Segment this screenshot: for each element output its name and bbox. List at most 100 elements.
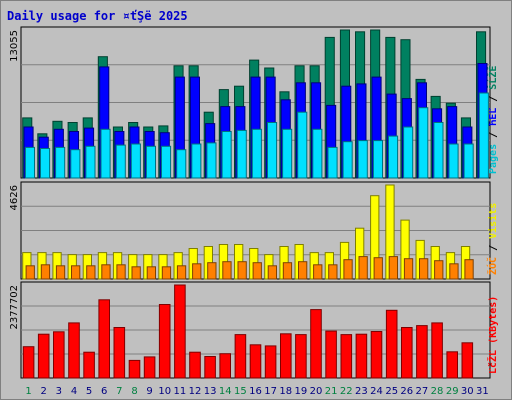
bar-pages-day-3: [55, 146, 66, 179]
bar-kbytes-day-5: [83, 351, 95, 379]
legend-entry-1: /: [488, 126, 499, 144]
bar-kbytes-day-4: [68, 322, 80, 379]
x-tick-label-23: 23: [355, 386, 368, 397]
bar-pages-day-25: [388, 135, 399, 179]
x-tick-label-24: 24: [370, 386, 383, 397]
bar-kbytes-day-25: [385, 309, 398, 379]
bar-kbytes-day-2: [37, 333, 50, 379]
x-tick-label-2: 2: [41, 386, 47, 397]
bar-pages-day-11: [176, 149, 187, 179]
bar-kbytes-day-16: [249, 344, 262, 379]
bar-sites-day-9: [146, 266, 156, 280]
bar-sites-day-29: [449, 263, 459, 280]
bar-sites-day-19: [298, 261, 308, 280]
bar-sites-day-30: [464, 259, 474, 280]
x-tick-label-3: 3: [56, 386, 62, 397]
bar-pages-day-23: [357, 140, 368, 179]
legend-entry-0: Pages: [488, 144, 499, 174]
x-tick-label-9: 9: [146, 386, 152, 397]
y-max-label: 4626: [9, 185, 20, 210]
bar-sites-day-15: [237, 261, 247, 280]
x-tick-label-30: 30: [461, 386, 474, 397]
bar-sites-day-21: [328, 264, 338, 280]
bar-kbytes-day-3: [53, 331, 65, 379]
legend-entry-2: ЋĚĽ: [486, 108, 499, 127]
bar-kbytes-day-23: [355, 333, 368, 379]
x-tick-label-8: 8: [131, 386, 137, 397]
bar-pages-day-20: [312, 128, 323, 179]
legend-entry-2: Visits: [487, 203, 499, 239]
bar-pages-day-17: [267, 122, 278, 179]
bar-sites-day-23: [358, 256, 368, 280]
bar-sites-day-13: [207, 262, 217, 280]
bar-kbytes-day-15: [234, 334, 247, 379]
bar-kbytes-day-10: [158, 304, 171, 379]
bar-pages-day-8: [130, 143, 141, 179]
bar-kbytes-day-26: [401, 327, 413, 379]
bar-pages-day-10: [161, 145, 172, 179]
x-tick-label-20: 20: [310, 386, 323, 397]
bar-kbytes-day-7: [113, 327, 126, 379]
bar-pages-day-22: [342, 141, 353, 179]
bar-pages-day-21: [327, 146, 338, 179]
bar-sites-day-27: [419, 258, 429, 280]
x-tick-label-18: 18: [279, 386, 292, 397]
bar-sites-day-26: [403, 258, 414, 280]
bar-sites-day-4: [71, 265, 81, 280]
bar-sites-day-24: [373, 257, 383, 280]
legend-entry-0: ĽčŽĽ (KBytes): [486, 296, 499, 374]
bar-kbytes-day-21: [325, 330, 337, 379]
bar-sites-day-7: [116, 264, 126, 280]
bar-pages-day-7: [115, 144, 126, 179]
bar-pages-day-29: [448, 143, 459, 179]
panel-kbytes: 2377702 ĽčŽĽ (KBytes): [9, 281, 499, 379]
bar-pages-day-24: [372, 140, 383, 179]
x-tick-label-28: 28: [431, 386, 444, 397]
bar-kbytes-day-20: [310, 309, 322, 379]
bar-sites-day-20: [313, 264, 323, 280]
bar-kbytes-day-8: [128, 359, 141, 379]
bar-pages-day-31: [478, 92, 489, 179]
bar-pages-day-14: [221, 131, 232, 179]
panel-legend: Pages / ЋĚĽ / ŠĹŽĚ: [486, 66, 499, 174]
bar-kbytes-day-22: [340, 334, 353, 379]
bar-sites-day-6: [101, 264, 111, 280]
x-axis-labels: 1 2 3 4 5 6 7 8 9 10 11 12 13 14 15 16 17 18 19 20 21 22 23 24 2…: [25, 386, 488, 397]
bar-sites-day-25: [388, 256, 399, 280]
bar-pages-day-15: [236, 129, 247, 179]
x-tick-label-1: 1: [25, 386, 31, 397]
x-tick-label-14: 14: [219, 386, 232, 397]
bar-sites-day-28: [434, 260, 444, 280]
bar-sites-day-3: [55, 265, 66, 280]
bar-pages-day-5: [85, 145, 96, 179]
x-tick-label-13: 13: [204, 386, 217, 397]
bar-kbytes-day-6: [98, 299, 111, 379]
x-tick-label-29: 29: [446, 386, 459, 397]
bar-kbytes-day-30: [461, 342, 474, 379]
bar-sites-day-18: [282, 262, 293, 280]
y-max-label: 13055: [9, 30, 20, 62]
bar-kbytes-day-11: [174, 284, 186, 379]
bar-kbytes-day-13: [204, 356, 216, 379]
bar-kbytes-day-17: [264, 345, 277, 379]
x-tick-label-4: 4: [71, 386, 77, 397]
x-tick-label-26: 26: [400, 386, 413, 397]
bar-pages-day-18: [282, 128, 293, 179]
bar-pages-day-1: [24, 146, 35, 179]
x-tick-label-22: 22: [340, 386, 353, 397]
x-tick-label-25: 25: [385, 386, 398, 397]
x-tick-label-12: 12: [189, 386, 202, 397]
bar-kbytes-day-28: [431, 322, 443, 379]
bar-pages-day-30: [463, 143, 474, 179]
legend-entry-1: /: [488, 239, 499, 257]
panel-legend: ŽÓČ / Visits: [486, 203, 499, 275]
bar-kbytes-day-29: [446, 351, 458, 379]
bar-pages-day-28: [433, 122, 444, 179]
bar-pages-day-13: [206, 142, 217, 179]
bar-sites-day-1: [25, 265, 35, 280]
x-tick-label-15: 15: [234, 386, 247, 397]
chart-title: Daily usage for ¤ťŞë 2025: [7, 9, 188, 23]
bar-kbytes-day-14: [219, 353, 231, 379]
